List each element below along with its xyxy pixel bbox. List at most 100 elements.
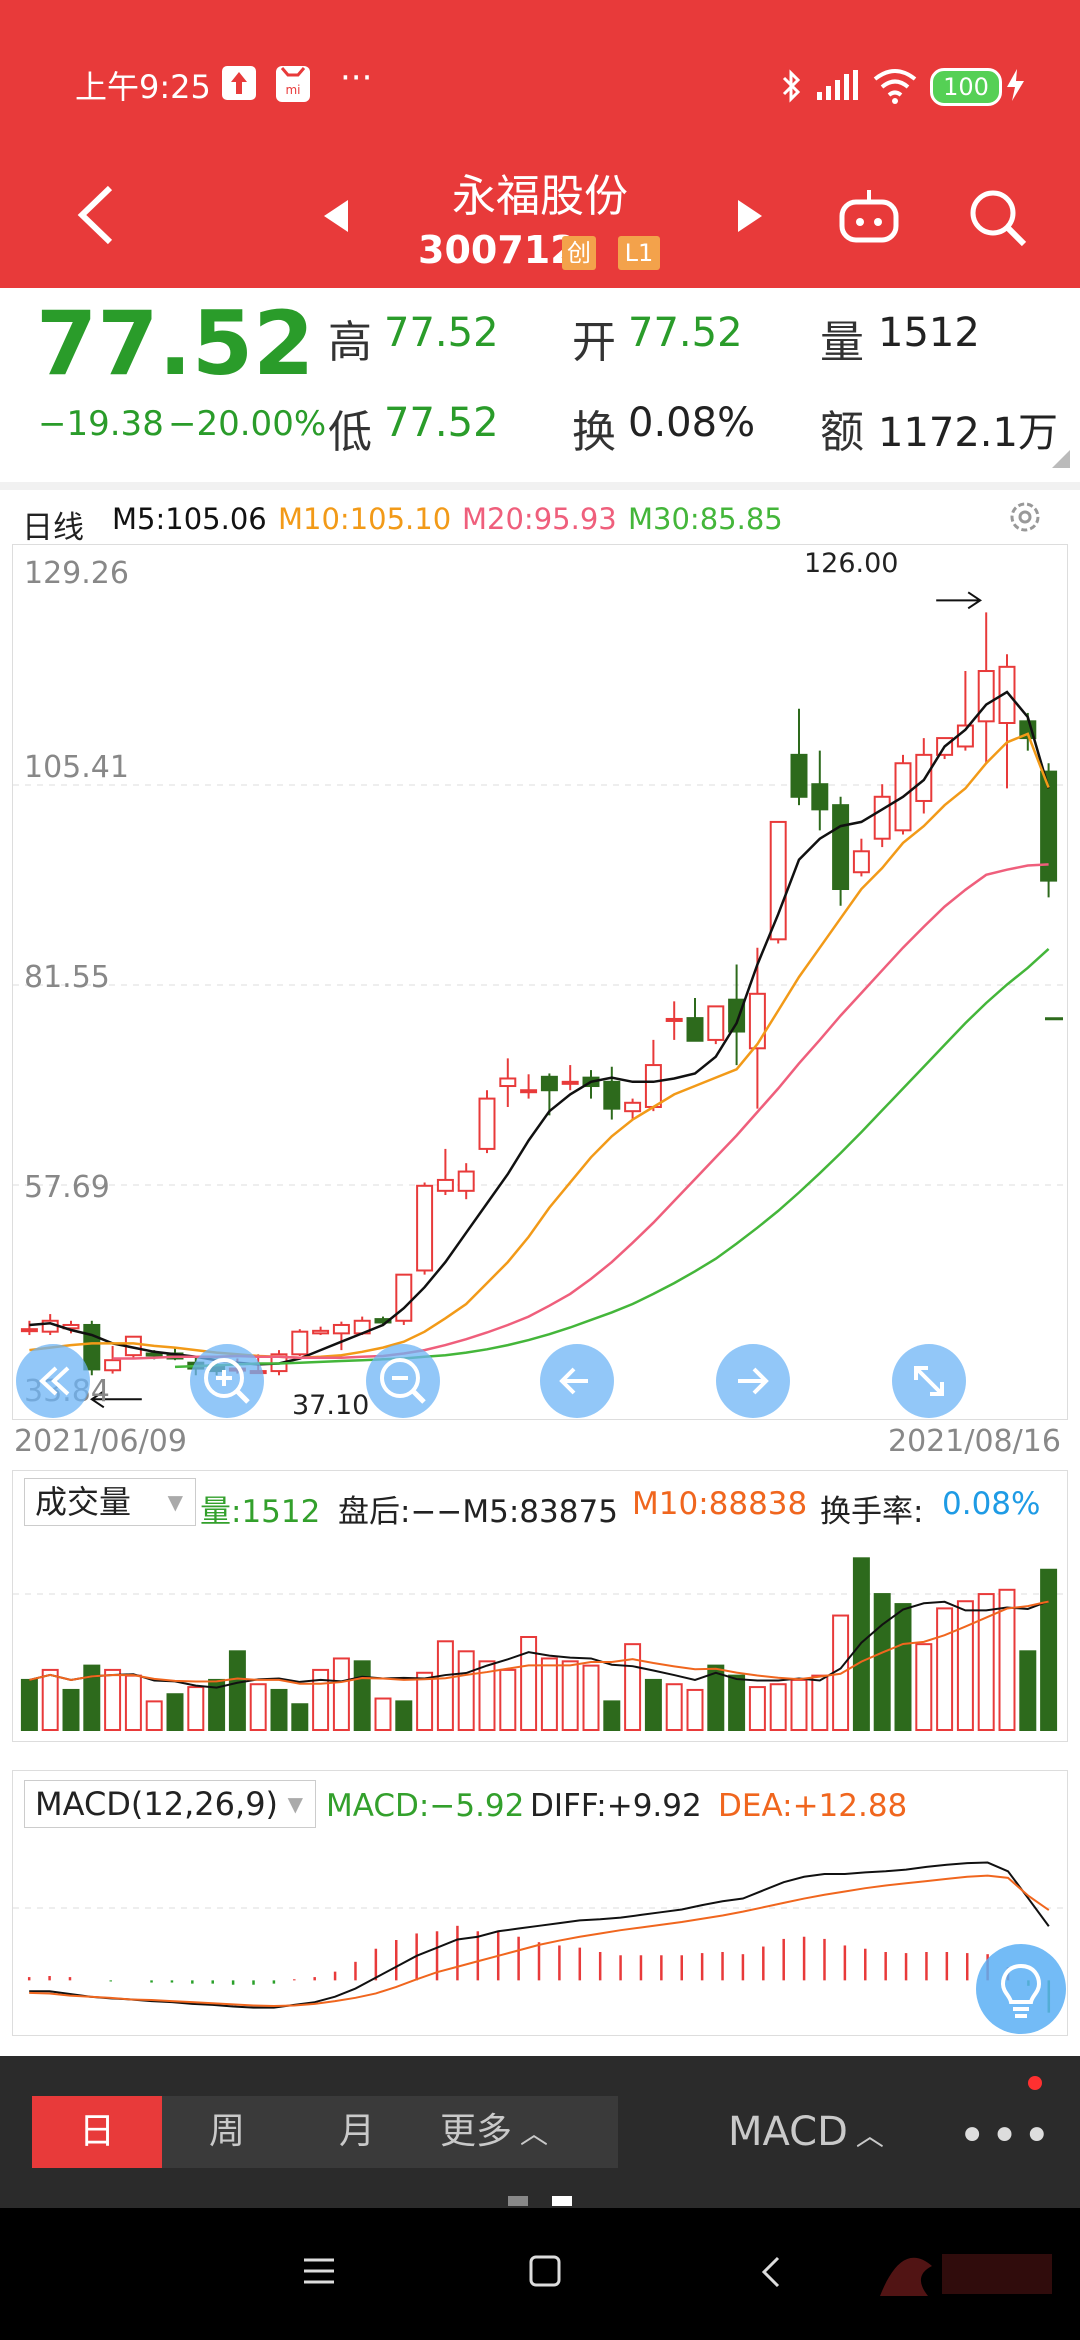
volume-bar bbox=[520, 1636, 538, 1731]
tab-day[interactable]: 日 bbox=[32, 2096, 162, 2168]
system-nav-bar bbox=[0, 2208, 1080, 2340]
menu-icon bbox=[304, 2258, 334, 2284]
indicator-selector[interactable]: MACD ︿ bbox=[728, 2096, 928, 2168]
search-icon bbox=[970, 190, 1027, 247]
candle-body bbox=[436, 1178, 454, 1192]
volume-bar bbox=[208, 1678, 226, 1732]
ma10-value: M10:105.10 bbox=[278, 502, 452, 536]
volume-bar bbox=[603, 1700, 621, 1731]
volume-bar bbox=[936, 1607, 954, 1731]
candle-body bbox=[873, 795, 891, 840]
volume-bar bbox=[41, 1668, 59, 1732]
fullscreen-button[interactable] bbox=[892, 1344, 966, 1418]
volume-bar bbox=[249, 1683, 267, 1731]
zoom-in-button[interactable] bbox=[190, 1344, 264, 1418]
max-price-label: 126.00 bbox=[804, 548, 899, 579]
scroll-right-button[interactable] bbox=[716, 1344, 790, 1418]
robot-icon bbox=[839, 190, 899, 243]
notification-dot bbox=[1028, 2076, 1042, 2090]
app-watermark-logo bbox=[872, 2236, 1062, 2316]
candle-body bbox=[478, 1097, 496, 1150]
recent-apps-button[interactable] bbox=[302, 2256, 336, 2290]
volume-bar bbox=[436, 1640, 454, 1731]
expand-corner-icon[interactable] bbox=[1052, 450, 1070, 472]
volume-bar bbox=[1040, 1568, 1058, 1731]
triangle-left-icon bbox=[324, 200, 348, 232]
kline-chart[interactable] bbox=[13, 545, 1067, 1419]
diff-value: DIFF:+9.92 bbox=[530, 1788, 702, 1824]
scroll-left-button[interactable] bbox=[540, 1344, 614, 1418]
candle-body bbox=[811, 783, 829, 811]
tab-more[interactable]: 更多 ︿ bbox=[440, 2096, 600, 2168]
volume-chart[interactable] bbox=[13, 1534, 1067, 1738]
volume-bar bbox=[977, 1593, 995, 1732]
chuang-badge: 创 bbox=[562, 236, 596, 270]
macd-value: MACD:−5.92 bbox=[326, 1788, 525, 1824]
status-bar bbox=[0, 0, 1080, 170]
volume-bar bbox=[395, 1700, 413, 1731]
tab-month[interactable]: 月 bbox=[338, 2111, 375, 2152]
candle-body bbox=[104, 1359, 122, 1372]
home-button[interactable] bbox=[528, 2254, 562, 2292]
candle-body bbox=[832, 804, 850, 891]
volume-label: 量 bbox=[820, 317, 864, 368]
volume-value: 1512 bbox=[878, 310, 980, 356]
date-end: 2021/08/16 bbox=[888, 1424, 1061, 1459]
volume-bar bbox=[62, 1688, 80, 1731]
turnover-label: 换 bbox=[572, 407, 616, 458]
arrow-left-icon bbox=[559, 1367, 588, 1395]
high-value: 77.52 bbox=[384, 310, 499, 356]
volume-bar bbox=[332, 1657, 350, 1731]
stock-code: 300712 bbox=[418, 228, 577, 272]
system-back-button[interactable] bbox=[760, 2254, 784, 2294]
volume-bar bbox=[145, 1700, 163, 1731]
stock-name: 永福股份 bbox=[452, 171, 628, 222]
back-button[interactable] bbox=[70, 180, 130, 250]
volume-bar bbox=[312, 1668, 330, 1732]
volume-bar bbox=[811, 1674, 829, 1731]
volume-bar bbox=[998, 1588, 1016, 1731]
prev-stock-button[interactable] bbox=[318, 196, 358, 236]
macd-dropdown-label: MACD(12,26,9) bbox=[35, 1785, 279, 1823]
scroll-left-fast-button[interactable] bbox=[16, 1344, 90, 1418]
volume-bar bbox=[644, 1678, 662, 1732]
indicator-label: MACD bbox=[728, 2109, 848, 2155]
volume-bar bbox=[270, 1688, 288, 1731]
page-indicator-active bbox=[552, 2196, 572, 2206]
home-square-icon bbox=[529, 2255, 561, 2287]
min-price-label: 37.10 bbox=[292, 1390, 370, 1421]
expand-icon bbox=[914, 1366, 944, 1396]
candle-body bbox=[145, 1352, 163, 1357]
volume-bar bbox=[915, 1643, 933, 1731]
candle-body bbox=[790, 753, 808, 798]
macd-chart[interactable] bbox=[13, 1834, 1067, 2032]
dea-line bbox=[29, 1874, 1050, 2008]
low-label: 低 bbox=[328, 407, 372, 458]
volume-bar bbox=[478, 1660, 496, 1731]
zoom-out-button[interactable] bbox=[366, 1344, 440, 1418]
candle-body bbox=[748, 992, 766, 1050]
y-tick-3: 81.55 bbox=[24, 960, 110, 995]
upload-icon bbox=[222, 66, 256, 100]
volume-indicator-dropdown[interactable]: 成交量 ▼ bbox=[24, 1478, 196, 1526]
tab-week[interactable]: 周 bbox=[208, 2111, 245, 2152]
ma-line-m30 bbox=[174, 947, 1050, 1369]
robot-assistant-button[interactable] bbox=[836, 186, 902, 246]
next-stock-button[interactable] bbox=[728, 196, 768, 236]
y-tick-4: 57.69 bbox=[24, 1170, 110, 1205]
candle-body bbox=[1040, 770, 1058, 882]
settings-button[interactable] bbox=[1004, 496, 1046, 542]
candle-body bbox=[291, 1330, 309, 1356]
more-options-icon[interactable]: ••• bbox=[958, 2108, 1055, 2164]
volume-bar bbox=[499, 1668, 517, 1732]
tips-button[interactable] bbox=[976, 1944, 1066, 2034]
candle-body bbox=[416, 1184, 434, 1272]
low-value: 77.52 bbox=[384, 400, 499, 446]
after-hours-ma5: 盘后:−−M5:83875 bbox=[338, 1494, 618, 1530]
candle-body bbox=[769, 820, 787, 941]
volume-bar bbox=[291, 1703, 309, 1731]
zoom-out-icon bbox=[380, 1358, 426, 1404]
search-button[interactable] bbox=[966, 186, 1030, 250]
gear-icon bbox=[1010, 502, 1040, 532]
macd-indicator-dropdown[interactable]: MACD(12,26,9) ▼ bbox=[24, 1780, 316, 1828]
